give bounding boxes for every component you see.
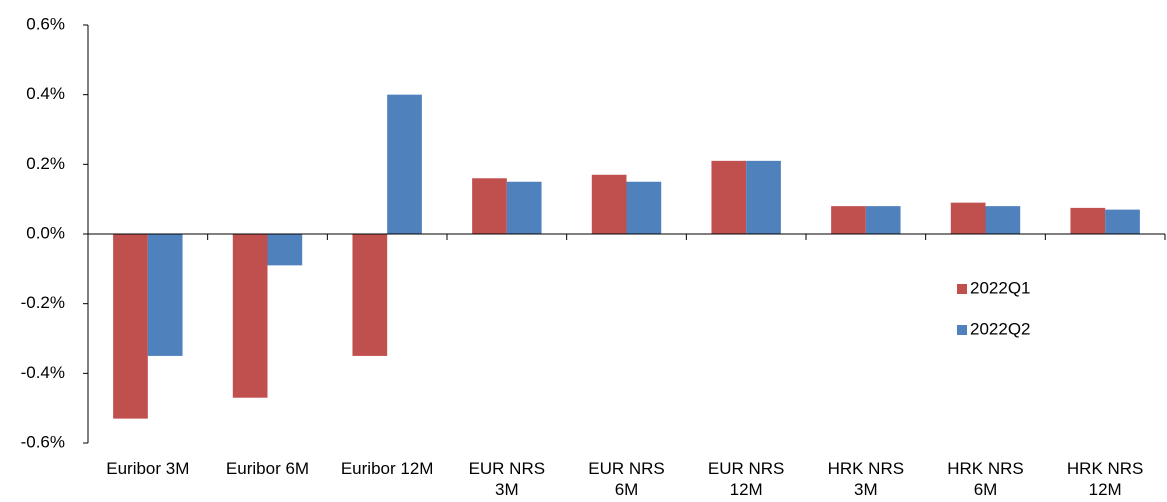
x-tick-label: EUR NRS 6M bbox=[588, 459, 665, 499]
bar bbox=[1105, 209, 1140, 234]
x-tick-label: Euribor 3M bbox=[106, 459, 190, 478]
x-tick-label: Euribor 12M bbox=[340, 459, 434, 478]
y-tick-label: 0.4% bbox=[26, 84, 65, 103]
legend-label: 2022Q1 bbox=[970, 278, 1031, 297]
bar bbox=[985, 206, 1021, 234]
bar bbox=[950, 202, 986, 234]
x-tick-label: HRK NRS 6M bbox=[947, 459, 1024, 499]
y-tick-label: -0.6% bbox=[21, 432, 65, 451]
bar bbox=[113, 234, 148, 419]
bar bbox=[626, 181, 662, 234]
bar bbox=[506, 181, 542, 234]
x-tick-label: EUR NRS 12M bbox=[707, 459, 785, 499]
bar bbox=[352, 234, 388, 356]
x-tick-label: HRK NRS 3M bbox=[827, 459, 905, 499]
bar bbox=[591, 174, 627, 234]
legend-swatch bbox=[957, 284, 967, 294]
x-tick-label: HRK NRS 12M bbox=[1066, 459, 1144, 499]
y-tick-label: 0.0% bbox=[26, 223, 65, 242]
bar bbox=[147, 234, 183, 356]
legend-label: 2022Q2 bbox=[970, 319, 1031, 338]
y-tick-label: -0.4% bbox=[21, 363, 65, 382]
y-tick-label: -0.2% bbox=[21, 293, 65, 312]
bar bbox=[865, 206, 901, 234]
y-tick-label: 0.2% bbox=[26, 154, 65, 173]
x-tick-label: EUR NRS 3M bbox=[468, 459, 546, 499]
x-tick-label: Euribor 6M bbox=[225, 459, 310, 478]
bar bbox=[1070, 207, 1106, 234]
legend-swatch bbox=[957, 325, 967, 335]
y-tick-label: 0.6% bbox=[26, 14, 65, 33]
bar bbox=[831, 206, 866, 234]
bar bbox=[232, 234, 268, 398]
bar bbox=[711, 160, 747, 234]
bar bbox=[746, 160, 781, 234]
bar bbox=[267, 234, 303, 266]
bar bbox=[472, 178, 507, 234]
bar bbox=[387, 94, 422, 235]
